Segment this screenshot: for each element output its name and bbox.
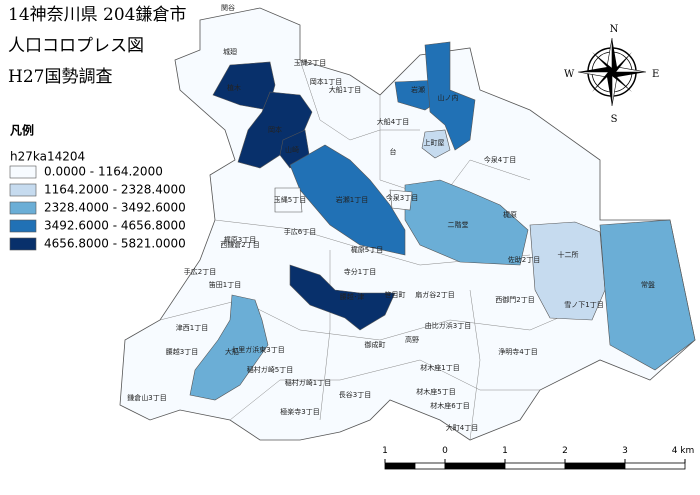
- legend-field: h27ka14204: [10, 150, 85, 164]
- compass-n: N: [610, 24, 619, 35]
- district-label: 常盤: [641, 280, 655, 289]
- district-label: 大船1丁目: [329, 85, 361, 94]
- district-label: 極楽寺3丁目: [280, 407, 319, 416]
- legend-swatch: [9, 219, 37, 233]
- district-area: [389, 189, 413, 211]
- scale-label: 1: [382, 446, 388, 456]
- district-area: [289, 264, 396, 331]
- district-label: 植木: [227, 83, 241, 92]
- district-label: 今泉3丁目: [386, 193, 418, 202]
- district-label: 腰越3丁目: [166, 347, 198, 356]
- compass-s: S: [611, 114, 618, 125]
- legend-label: 4656.8000 - 5821.0000: [44, 237, 186, 251]
- district-label: 西御門2丁目: [495, 295, 534, 304]
- district-label: 笛田1丁目: [209, 280, 241, 289]
- legend-label: 3492.6000 - 4656.8000: [44, 219, 186, 233]
- district-label: 扇ガ谷2丁目: [415, 290, 454, 299]
- scale-label: 2: [562, 446, 568, 456]
- compass-e: E: [652, 69, 659, 80]
- district-area: [421, 129, 451, 159]
- district-label: 御成町: [365, 340, 386, 349]
- district-label: 手広6丁目: [284, 227, 316, 236]
- scale-segment: [624, 462, 686, 470]
- compass-w: W: [564, 69, 575, 80]
- district-label: 大船4丁目: [377, 117, 409, 126]
- title-line: 14神奈川県 204鎌倉市: [8, 5, 186, 25]
- district-label: 津西1丁目: [176, 324, 208, 332]
- district-label: 台: [390, 147, 397, 156]
- district-area: [274, 187, 303, 213]
- district-area: [237, 91, 313, 169]
- district-label: 雪ノ下1丁目: [564, 301, 603, 309]
- district-label: 鎌倉山3丁目: [127, 393, 166, 402]
- district-area: [599, 219, 696, 371]
- scale-segment: [504, 462, 566, 470]
- district-area: [424, 41, 476, 151]
- district-label: 稲村ガ崎1丁目: [285, 378, 331, 387]
- scale-segment: [564, 462, 626, 470]
- district-label: 梶原3丁目: [224, 235, 256, 244]
- district-label: 稲村ガ崎5丁目: [247, 365, 293, 374]
- district-label: 由比ガ浜3丁目: [425, 321, 471, 330]
- legend-swatch: [9, 237, 37, 251]
- scale-segment: [384, 462, 416, 470]
- compass: N E S W: [564, 24, 659, 125]
- district-label: 岡本: [268, 125, 282, 134]
- district-label: 長谷3丁目: [339, 390, 371, 399]
- district-label: 山ノ内: [438, 93, 459, 102]
- district-label: 笹目町: [385, 290, 406, 299]
- district-label: 寺分1丁目: [344, 267, 376, 276]
- district-label: 岩瀬: [411, 85, 425, 94]
- district-label: 佐助2丁目: [508, 255, 540, 264]
- district-label: 玉縄5丁目: [274, 195, 306, 204]
- scale-label: 0: [442, 446, 448, 456]
- scale-label: 4 km: [672, 446, 695, 456]
- district-label: 二階堂: [448, 220, 469, 229]
- district-label: 梶原5丁目: [351, 245, 383, 254]
- district-area: [529, 221, 606, 321]
- legend-swatch: [9, 165, 37, 179]
- district-label: 高野: [405, 335, 419, 344]
- district-label: 十二所: [558, 250, 579, 259]
- district-label: 材木座5丁目: [416, 387, 455, 396]
- district-label: 手広2丁目: [184, 267, 216, 276]
- scale-bar: 1 0 1 2 3 4 km: [382, 446, 695, 470]
- legend-title: 凡例: [10, 123, 34, 138]
- legend-swatch: [9, 183, 37, 197]
- district-label: 今泉4丁目: [484, 155, 516, 164]
- district-label: 大船: [225, 347, 239, 356]
- district-label: 材木座1丁目: [420, 363, 459, 372]
- district-label: 七里ガ浜東3丁目: [231, 345, 284, 354]
- title-line: H27国勢調査: [8, 67, 112, 87]
- district-label: 大町4丁目: [446, 423, 478, 432]
- district-label: 岩瀬1丁目: [336, 195, 368, 204]
- legend-label: 2328.4000 - 3492.6000: [44, 201, 186, 215]
- title-line: 人口コロプレス図: [8, 36, 144, 56]
- scale-label: 1: [502, 446, 508, 456]
- district-label: 玉縄2丁目: [294, 58, 326, 67]
- district-area: [404, 179, 529, 266]
- district-label: 城廻: [223, 48, 237, 56]
- legend-label: 1164.2000 - 2328.4000: [44, 183, 186, 197]
- district-label: 浄明寺4丁目: [498, 347, 537, 356]
- scale-segment: [414, 462, 446, 470]
- district-label: 岡本1丁目: [310, 77, 342, 86]
- legend-label: 0.0000 - 1164.2000: [44, 165, 163, 179]
- scale-label: 3: [622, 446, 628, 456]
- district-label: 腰越･津: [340, 292, 365, 301]
- district-label: 関谷: [221, 3, 235, 12]
- district-label: 梶原: [503, 210, 517, 219]
- district-area: [289, 144, 406, 256]
- district-label: 山崎: [285, 145, 299, 154]
- district-label: 西鎌倉2丁目: [220, 240, 259, 249]
- district-area: [189, 294, 269, 401]
- legend-swatch: [9, 201, 37, 215]
- district-label: 材木座6丁目: [430, 401, 469, 410]
- scale-segment: [444, 462, 506, 470]
- district-label: 上町屋: [424, 138, 445, 147]
